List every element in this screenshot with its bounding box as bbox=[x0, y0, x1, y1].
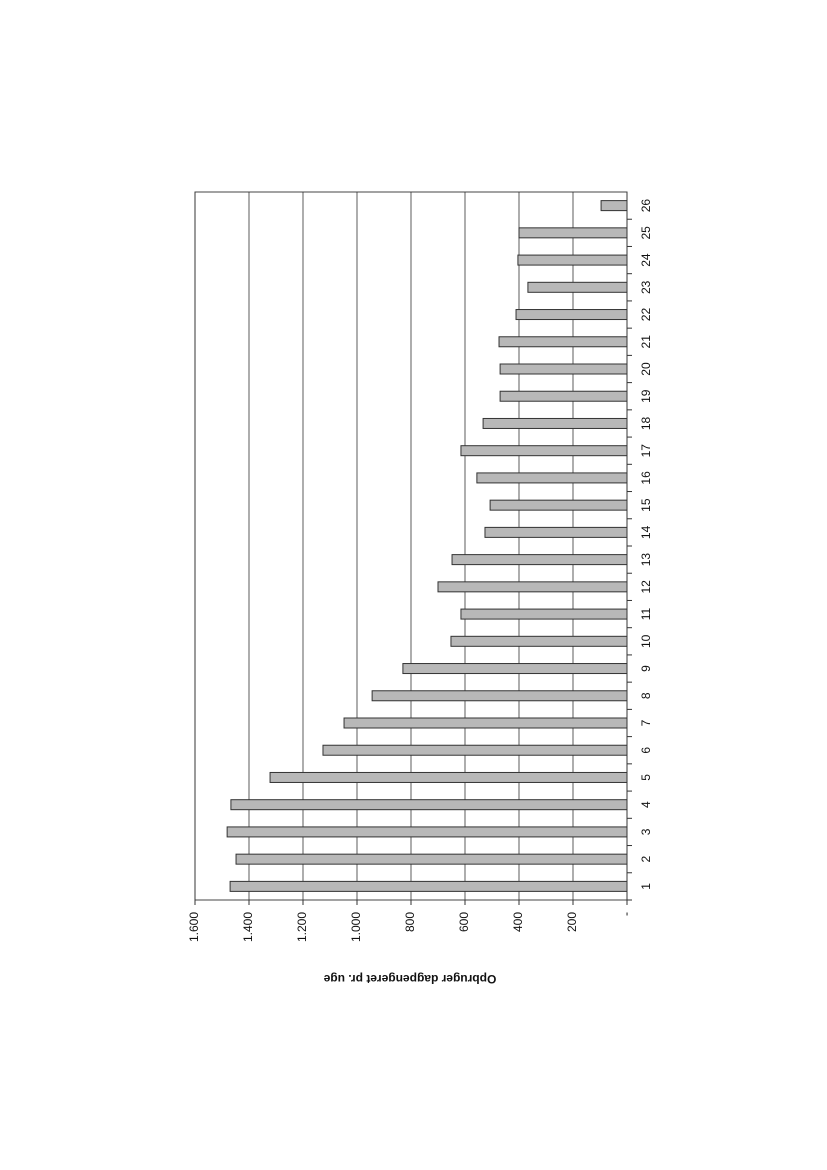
category-label: 9 bbox=[639, 665, 653, 672]
category-label: 7 bbox=[639, 719, 653, 726]
bar bbox=[402, 663, 628, 675]
value-tick-label: 400 bbox=[511, 912, 525, 932]
value-tick-label: 1.200 bbox=[295, 912, 309, 942]
category-label: 1 bbox=[639, 883, 653, 890]
category-label: 10 bbox=[639, 634, 653, 648]
category-label: 23 bbox=[639, 280, 653, 294]
category-label: 8 bbox=[639, 692, 653, 699]
category-label: 16 bbox=[639, 471, 653, 485]
bar bbox=[482, 417, 628, 429]
bar bbox=[518, 227, 628, 239]
bar bbox=[515, 309, 628, 321]
bar bbox=[269, 771, 628, 783]
category-label: 19 bbox=[639, 389, 653, 403]
value-tick-label: 1.400 bbox=[241, 912, 255, 942]
category-label: 24 bbox=[639, 253, 653, 267]
bar bbox=[229, 880, 628, 892]
category-label: 15 bbox=[639, 498, 653, 512]
value-tick-label: 200 bbox=[565, 912, 579, 932]
category-label: 3 bbox=[639, 828, 653, 835]
category-label: 2 bbox=[639, 855, 653, 862]
category-label: 14 bbox=[639, 525, 653, 539]
axis-label: Opbruger dagpengeret pr. uge bbox=[323, 972, 496, 986]
bar bbox=[476, 472, 628, 484]
category-label: 25 bbox=[639, 226, 653, 240]
bar bbox=[600, 200, 628, 212]
bar bbox=[226, 826, 628, 838]
bar bbox=[235, 853, 628, 865]
bar bbox=[484, 526, 628, 538]
value-tick-label: - bbox=[619, 912, 633, 916]
bar bbox=[460, 445, 628, 457]
value-tick-label: 1.600 bbox=[187, 912, 201, 942]
category-label: 13 bbox=[639, 553, 653, 567]
category-label: 5 bbox=[639, 774, 653, 781]
category-label: 4 bbox=[639, 801, 653, 808]
bar bbox=[460, 608, 628, 620]
category-label: 21 bbox=[639, 335, 653, 349]
bar bbox=[343, 717, 628, 729]
value-tick-label: 800 bbox=[403, 912, 417, 932]
bar bbox=[322, 744, 628, 756]
bar bbox=[498, 336, 628, 348]
bar bbox=[517, 254, 628, 266]
bar bbox=[371, 690, 628, 702]
category-label: 20 bbox=[639, 362, 653, 376]
category-label: 12 bbox=[639, 580, 653, 594]
category-label: 26 bbox=[639, 199, 653, 213]
bar bbox=[451, 554, 628, 566]
category-label: 17 bbox=[639, 444, 653, 458]
bar bbox=[489, 499, 628, 511]
category-label: 11 bbox=[639, 608, 653, 621]
bar bbox=[499, 363, 628, 375]
bar bbox=[437, 581, 628, 593]
category-label: 18 bbox=[639, 416, 653, 430]
category-label: 6 bbox=[639, 747, 653, 754]
value-tick-label: 600 bbox=[457, 912, 471, 932]
value-tick-label: 1.000 bbox=[349, 912, 363, 942]
bar bbox=[450, 635, 628, 647]
bar bbox=[527, 281, 628, 293]
category-label: 22 bbox=[639, 308, 653, 322]
bar bbox=[499, 390, 628, 402]
bar bbox=[230, 799, 628, 811]
